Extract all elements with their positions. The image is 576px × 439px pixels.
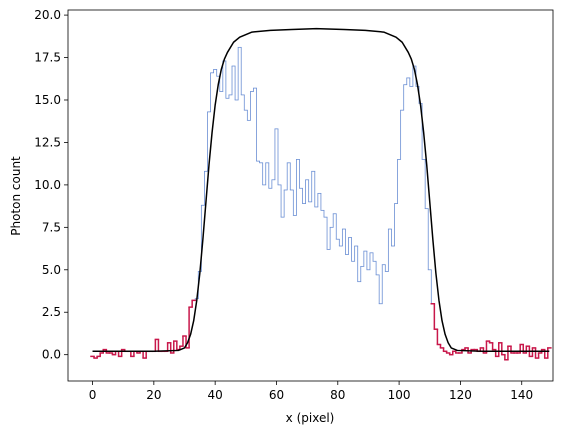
y-tick-label: 2.5 [42,305,61,319]
y-axis-label: Photon count [9,156,23,236]
y-tick-label: 5.0 [42,263,61,277]
x-tick-label: 120 [449,388,472,402]
model-line [92,27,550,353]
y-tick-label: 10.0 [34,178,61,192]
step-riser [188,47,435,348]
x-tick-label: 40 [208,388,223,402]
y-tick-label: 12.5 [34,135,61,149]
x-tick-label: 0 [89,388,97,402]
y-tick-label: 17.5 [34,51,61,65]
y-tick-label: 7.5 [42,220,61,234]
y-tick-label: 15.0 [34,93,61,107]
x-tick-label: 20 [146,388,161,402]
y-tick-label: 0.0 [42,348,61,362]
x-tick-label: 80 [330,388,345,402]
x-tick-label: 60 [269,388,284,402]
x-tick-label: 100 [388,388,411,402]
y-tick-label: 20.0 [34,8,61,22]
plot-frame [67,9,554,382]
x-axis-label: x (pixel) [286,411,335,425]
x-tick-label: 140 [510,388,533,402]
